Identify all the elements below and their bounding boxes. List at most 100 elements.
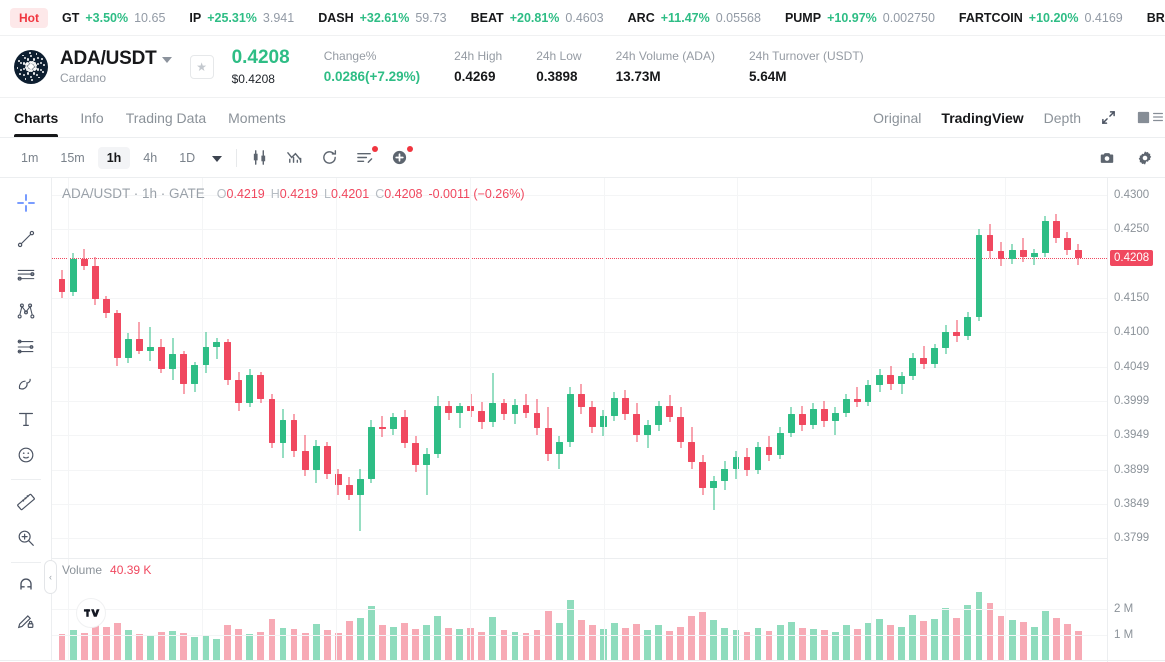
grid-vline <box>1005 178 1007 660</box>
volume-pane: Volume 40.39 K <box>52 558 1107 660</box>
candle <box>147 178 154 558</box>
zoom-in-icon[interactable] <box>9 521 43 555</box>
candle <box>467 178 475 558</box>
drawing-lock-pencil-icon[interactable] <box>9 604 43 638</box>
tradingview-logo-icon[interactable] <box>76 598 106 628</box>
menu-hamburger-icon[interactable] <box>1151 110 1165 124</box>
candle-wick <box>470 393 472 417</box>
ticker-change: +10.97% <box>827 10 877 25</box>
volume-bar <box>533 629 541 660</box>
chevron-down-icon[interactable] <box>161 57 172 63</box>
candle-wick <box>426 448 428 495</box>
nav-tab-trading-data[interactable]: Trading Data <box>125 109 207 126</box>
candle-wick <box>856 386 858 408</box>
candle-body <box>854 399 861 402</box>
candle <box>334 178 342 558</box>
candle <box>997 178 1005 558</box>
candle-body <box>544 427 552 454</box>
text-tool-icon[interactable] <box>9 402 43 436</box>
view-tab-original[interactable]: Original <box>873 109 922 126</box>
ticker-item[interactable]: PUMP +10.97% 0.002750 <box>785 11 935 25</box>
volume-bar <box>180 633 187 660</box>
horizontal-lines-tool-icon[interactable] <box>9 258 43 292</box>
collapse-toolbar-handle[interactable]: ‹ <box>44 560 57 594</box>
stat-label: 24h Low <box>536 48 582 63</box>
volume-bar <box>58 634 66 660</box>
candle-body <box>655 406 663 426</box>
fib-retracement-tool-icon[interactable] <box>9 330 43 364</box>
ticker-symbol: BREV <box>1146 10 1165 25</box>
stat-label: 24h High <box>454 48 503 63</box>
timeframe-1m[interactable]: 1m <box>21 150 39 165</box>
candle <box>522 178 530 558</box>
crosshair-tool-icon[interactable] <box>9 186 43 220</box>
view-tab-tradingview[interactable]: TradingView <box>941 109 1024 126</box>
last-price-usd: $0.4208 <box>231 71 275 86</box>
pair-name[interactable]: ADA/USDT <box>60 48 157 69</box>
refresh-icon[interactable] <box>321 149 338 166</box>
ticker-item[interactable]: ARC +11.47% 0.05568 <box>628 11 761 25</box>
favorite-star-button[interactable]: ★ <box>189 54 214 79</box>
timeframe-4h[interactable]: 4h <box>143 150 158 165</box>
candle <box>279 178 287 558</box>
symbol-block[interactable]: ADA/USDT Cardano <box>60 48 172 85</box>
price-tick-label: 0.4300 <box>1114 189 1150 202</box>
candle <box>533 178 541 558</box>
view-tab-depth[interactable]: Depth <box>1043 109 1081 126</box>
candle <box>1052 178 1060 558</box>
volume-bar <box>765 631 773 660</box>
layout-square-icon[interactable] <box>1136 110 1151 125</box>
nav-tab-moments[interactable]: Moments <box>228 109 286 126</box>
candle-body <box>699 462 707 489</box>
ticker-item[interactable]: FARTCOIN +10.20% 0.4169 <box>959 11 1123 25</box>
snapshot-camera-icon[interactable] <box>1099 150 1115 166</box>
ticker-item[interactable]: IP +25.31% 3.941 <box>189 11 294 25</box>
candlestick-chart[interactable]: ADA/USDT · 1h · GATE O0.4219 H0.4219 L0.… <box>52 178 1107 660</box>
volume-bar <box>158 632 165 660</box>
price-axis[interactable]: 0.4300 0.4250 0.4150 0.4100 0.4049 0.3999 0.39… <box>1107 178 1165 660</box>
candle-wick <box>1033 248 1035 265</box>
candle <box>931 178 939 558</box>
timeframe-1h[interactable]: 1h <box>97 146 131 169</box>
chart-settings-gear-icon[interactable] <box>1137 150 1153 166</box>
pitchfork-tool-icon[interactable] <box>9 294 43 328</box>
volume-bar <box>732 630 740 660</box>
candle <box>58 178 66 558</box>
candle-body <box>610 397 618 416</box>
measure-ruler-icon[interactable] <box>9 485 43 519</box>
ticker-item[interactable]: DASH +32.61% 59.73 <box>318 11 446 25</box>
timeframe-1D[interactable]: 1D <box>179 150 196 165</box>
fullscreen-expand-icon[interactable] <box>1101 110 1116 125</box>
ticker-symbol: PUMP <box>784 10 822 25</box>
candlestick-type-icon[interactable] <box>251 149 268 166</box>
emoji-tool-icon[interactable] <box>9 438 43 472</box>
ticker-item[interactable]: BREV+8.41%0.3376 <box>1147 11 1165 25</box>
ticker-item[interactable]: GT +3.50% 10.65 <box>62 11 165 25</box>
candle-wick <box>216 337 218 360</box>
nav-tab-charts[interactable]: Charts <box>14 98 59 137</box>
candle <box>478 178 486 558</box>
add-indicator-icon[interactable] <box>391 146 414 166</box>
brush-tool-icon[interactable] <box>9 366 43 400</box>
candle <box>710 178 718 558</box>
ticker-item[interactable]: BEAT +20.81% 0.4603 <box>471 11 604 25</box>
alerts-list-icon[interactable] <box>356 146 379 166</box>
ticker-price: 10.65 <box>134 10 166 25</box>
candle <box>80 178 88 558</box>
candle-body <box>301 451 309 471</box>
candle-body <box>953 332 961 337</box>
trend-line-tool-icon[interactable] <box>9 222 43 256</box>
candle <box>666 178 674 558</box>
indicators-icon[interactable] <box>286 149 303 166</box>
volume-bar <box>809 629 817 660</box>
legend-open-value: 0.4219 <box>226 187 265 201</box>
add-badge-dot <box>407 146 414 152</box>
timeframe-15m[interactable]: 15m <box>60 150 85 165</box>
volume-value: 40.39 K <box>110 563 152 577</box>
volume-bar <box>135 634 143 660</box>
candle <box>798 178 806 558</box>
candle-body <box>246 374 254 404</box>
nav-tab-info[interactable]: Info <box>80 109 104 126</box>
timeframe-more-caret-icon[interactable] <box>212 155 223 162</box>
magnet-tool-icon[interactable] <box>9 568 43 602</box>
